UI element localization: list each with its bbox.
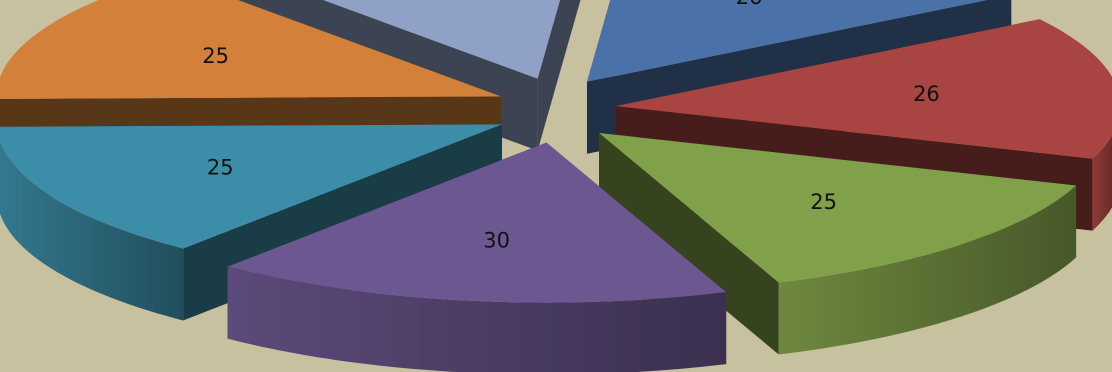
pie-slice-3-top [599, 132, 1077, 283]
pie-slice-7-side-2 [537, 0, 581, 151]
data-label-2: 26 [913, 82, 940, 106]
data-label-5: 25 [207, 156, 234, 180]
data-label-4: 30 [483, 229, 510, 253]
pie-slice-4-rim [227, 266, 727, 372]
pie-slice-5-rim [0, 141, 184, 321]
pie-slice-3-rim [778, 185, 1077, 355]
pie-slice-7-top [323, 0, 560, 79]
data-label-3: 25 [810, 190, 837, 214]
pie-slice-1-top [587, 0, 987, 82]
pie-slice-3-side-2 [599, 132, 779, 355]
pie-slice-6-top [0, 0, 502, 99]
pie-slice-4 [227, 142, 727, 372]
pie-slice-2-rim [1092, 135, 1112, 231]
pie-slice-4-top [227, 142, 727, 303]
pie-slice-3 [599, 132, 1077, 355]
data-label-1: 26 [736, 0, 763, 9]
pie-slice-2-top [615, 19, 1112, 159]
data-label-6: 25 [202, 44, 229, 68]
pie-slice-5-top [0, 124, 503, 249]
